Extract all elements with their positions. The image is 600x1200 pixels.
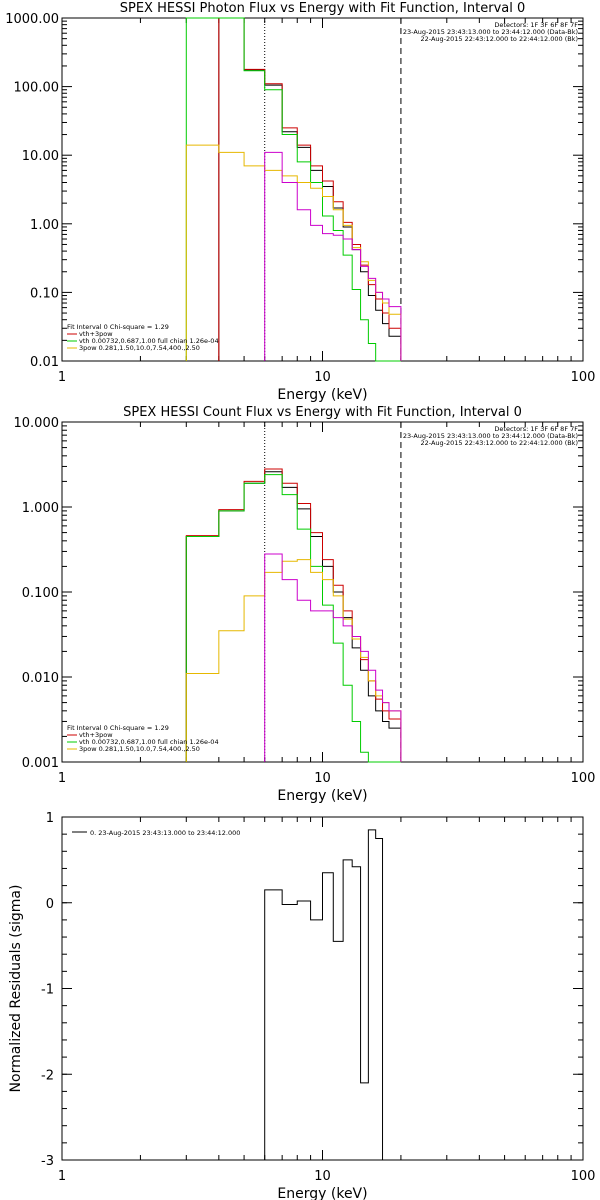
- y-tick-label: -3: [41, 1154, 54, 1169]
- fit-legend-text: vth 0.00732,0.687,1.00 full chian 1.26e-…: [79, 337, 219, 345]
- chart-title: SPEX HESSI Photon Flux vs Energy with Fi…: [120, 1, 526, 16]
- series-line-2: [185, 17, 401, 362]
- x-tick-label: 100: [571, 370, 596, 385]
- y-tick-label: 0: [46, 897, 54, 912]
- fit-legend-text: Fit Interval 0 Chi-square = 1.29: [67, 724, 169, 732]
- fit-legend-text: 3pow 0.281,1.50,10.0,7.54,400.,2.50: [79, 745, 200, 753]
- info-text-line: Detectors: 1F 3F 6F 8F 7F: [494, 425, 578, 433]
- y-tick-label: 1.000: [22, 501, 59, 516]
- y-tick-label: 0.10: [30, 286, 59, 301]
- y-tick-label: 0.01: [30, 355, 59, 370]
- fit-legend-text: vth+3pow: [79, 330, 113, 338]
- info-text-line: Detectors: 1F 3F 6F 8F 7F: [494, 21, 578, 29]
- x-tick-label: 1: [58, 370, 66, 385]
- y-tick-label: 10.00: [22, 149, 59, 164]
- series-line-0: [264, 829, 401, 1161]
- x-tick-label: 1: [58, 771, 66, 786]
- y-tick-label: 10.000: [14, 416, 60, 431]
- y-tick-label: 0.001: [22, 756, 59, 771]
- y-tick-label: 1000.00: [5, 12, 59, 27]
- info-text-line: 23-Aug-2015 23:43:13.000 to 23:44:12.000…: [403, 28, 578, 36]
- series-line-2: [185, 474, 401, 763]
- x-tick-label: 10: [314, 771, 331, 786]
- series-line-1: [218, 17, 402, 361]
- y-tick-label: 1: [46, 811, 54, 826]
- fit-legend-text: vth 0.00732,0.687,1.00 full chian 1.26e-…: [79, 738, 219, 746]
- y-tick-label: 100.00: [14, 81, 60, 96]
- x-tick-label: 10: [314, 370, 331, 385]
- series-line-3: [185, 559, 402, 762]
- y-axis-label: Normalized Residuals (sigma): [8, 885, 24, 1093]
- chart-title: SPEX HESSI Count Flux vs Energy with Fit…: [123, 405, 522, 420]
- x-tick-label: 1: [58, 1169, 66, 1184]
- y-tick-label: 0.100: [22, 586, 59, 601]
- x-tick-label: 10: [314, 1169, 331, 1184]
- residual-legend-text: 0. 23-Aug-2015 23:43:13.000 to 23:44:12.…: [90, 829, 240, 837]
- y-tick-label: 0.010: [22, 671, 59, 686]
- fit-legend-text: Fit Interval 0 Chi-square = 1.29: [67, 323, 169, 331]
- x-axis-label: Energy (keV): [277, 788, 367, 804]
- panel-1: SPEX HESSI Photon Flux vs Energy with Fi…: [5, 1, 595, 403]
- x-tick-label: 100: [571, 1169, 596, 1184]
- series-line-0: [218, 17, 402, 361]
- series-line-4: [264, 151, 402, 361]
- x-tick-label: 100: [571, 771, 596, 786]
- y-tick-label: -1: [41, 983, 54, 998]
- info-text-line: 22-Aug-2015 22:43:12.000 to 22:44:12.000…: [421, 35, 578, 43]
- fit-legend-text: 3pow 0.281,1.50,10.0,7.54,400.,2.50: [79, 344, 200, 352]
- info-text-line: 22-Aug-2015 22:43:12.000 to 22:44:12.000…: [421, 439, 578, 447]
- fit-legend-text: vth+3pow: [79, 731, 113, 739]
- plot-frame: [61, 816, 584, 1161]
- y-tick-label: -2: [41, 1068, 54, 1083]
- series-line-4: [264, 553, 402, 762]
- series-line-1: [185, 468, 402, 762]
- y-tick-label: 1.00: [30, 218, 59, 233]
- panel-2: SPEX HESSI Count Flux vs Energy with Fit…: [14, 405, 596, 804]
- info-text-line: 23-Aug-2015 23:43:13.000 to 23:44:12.000…: [403, 432, 578, 440]
- x-axis-label: Energy (keV): [277, 387, 367, 403]
- x-axis-label: Energy (keV): [277, 1186, 367, 1200]
